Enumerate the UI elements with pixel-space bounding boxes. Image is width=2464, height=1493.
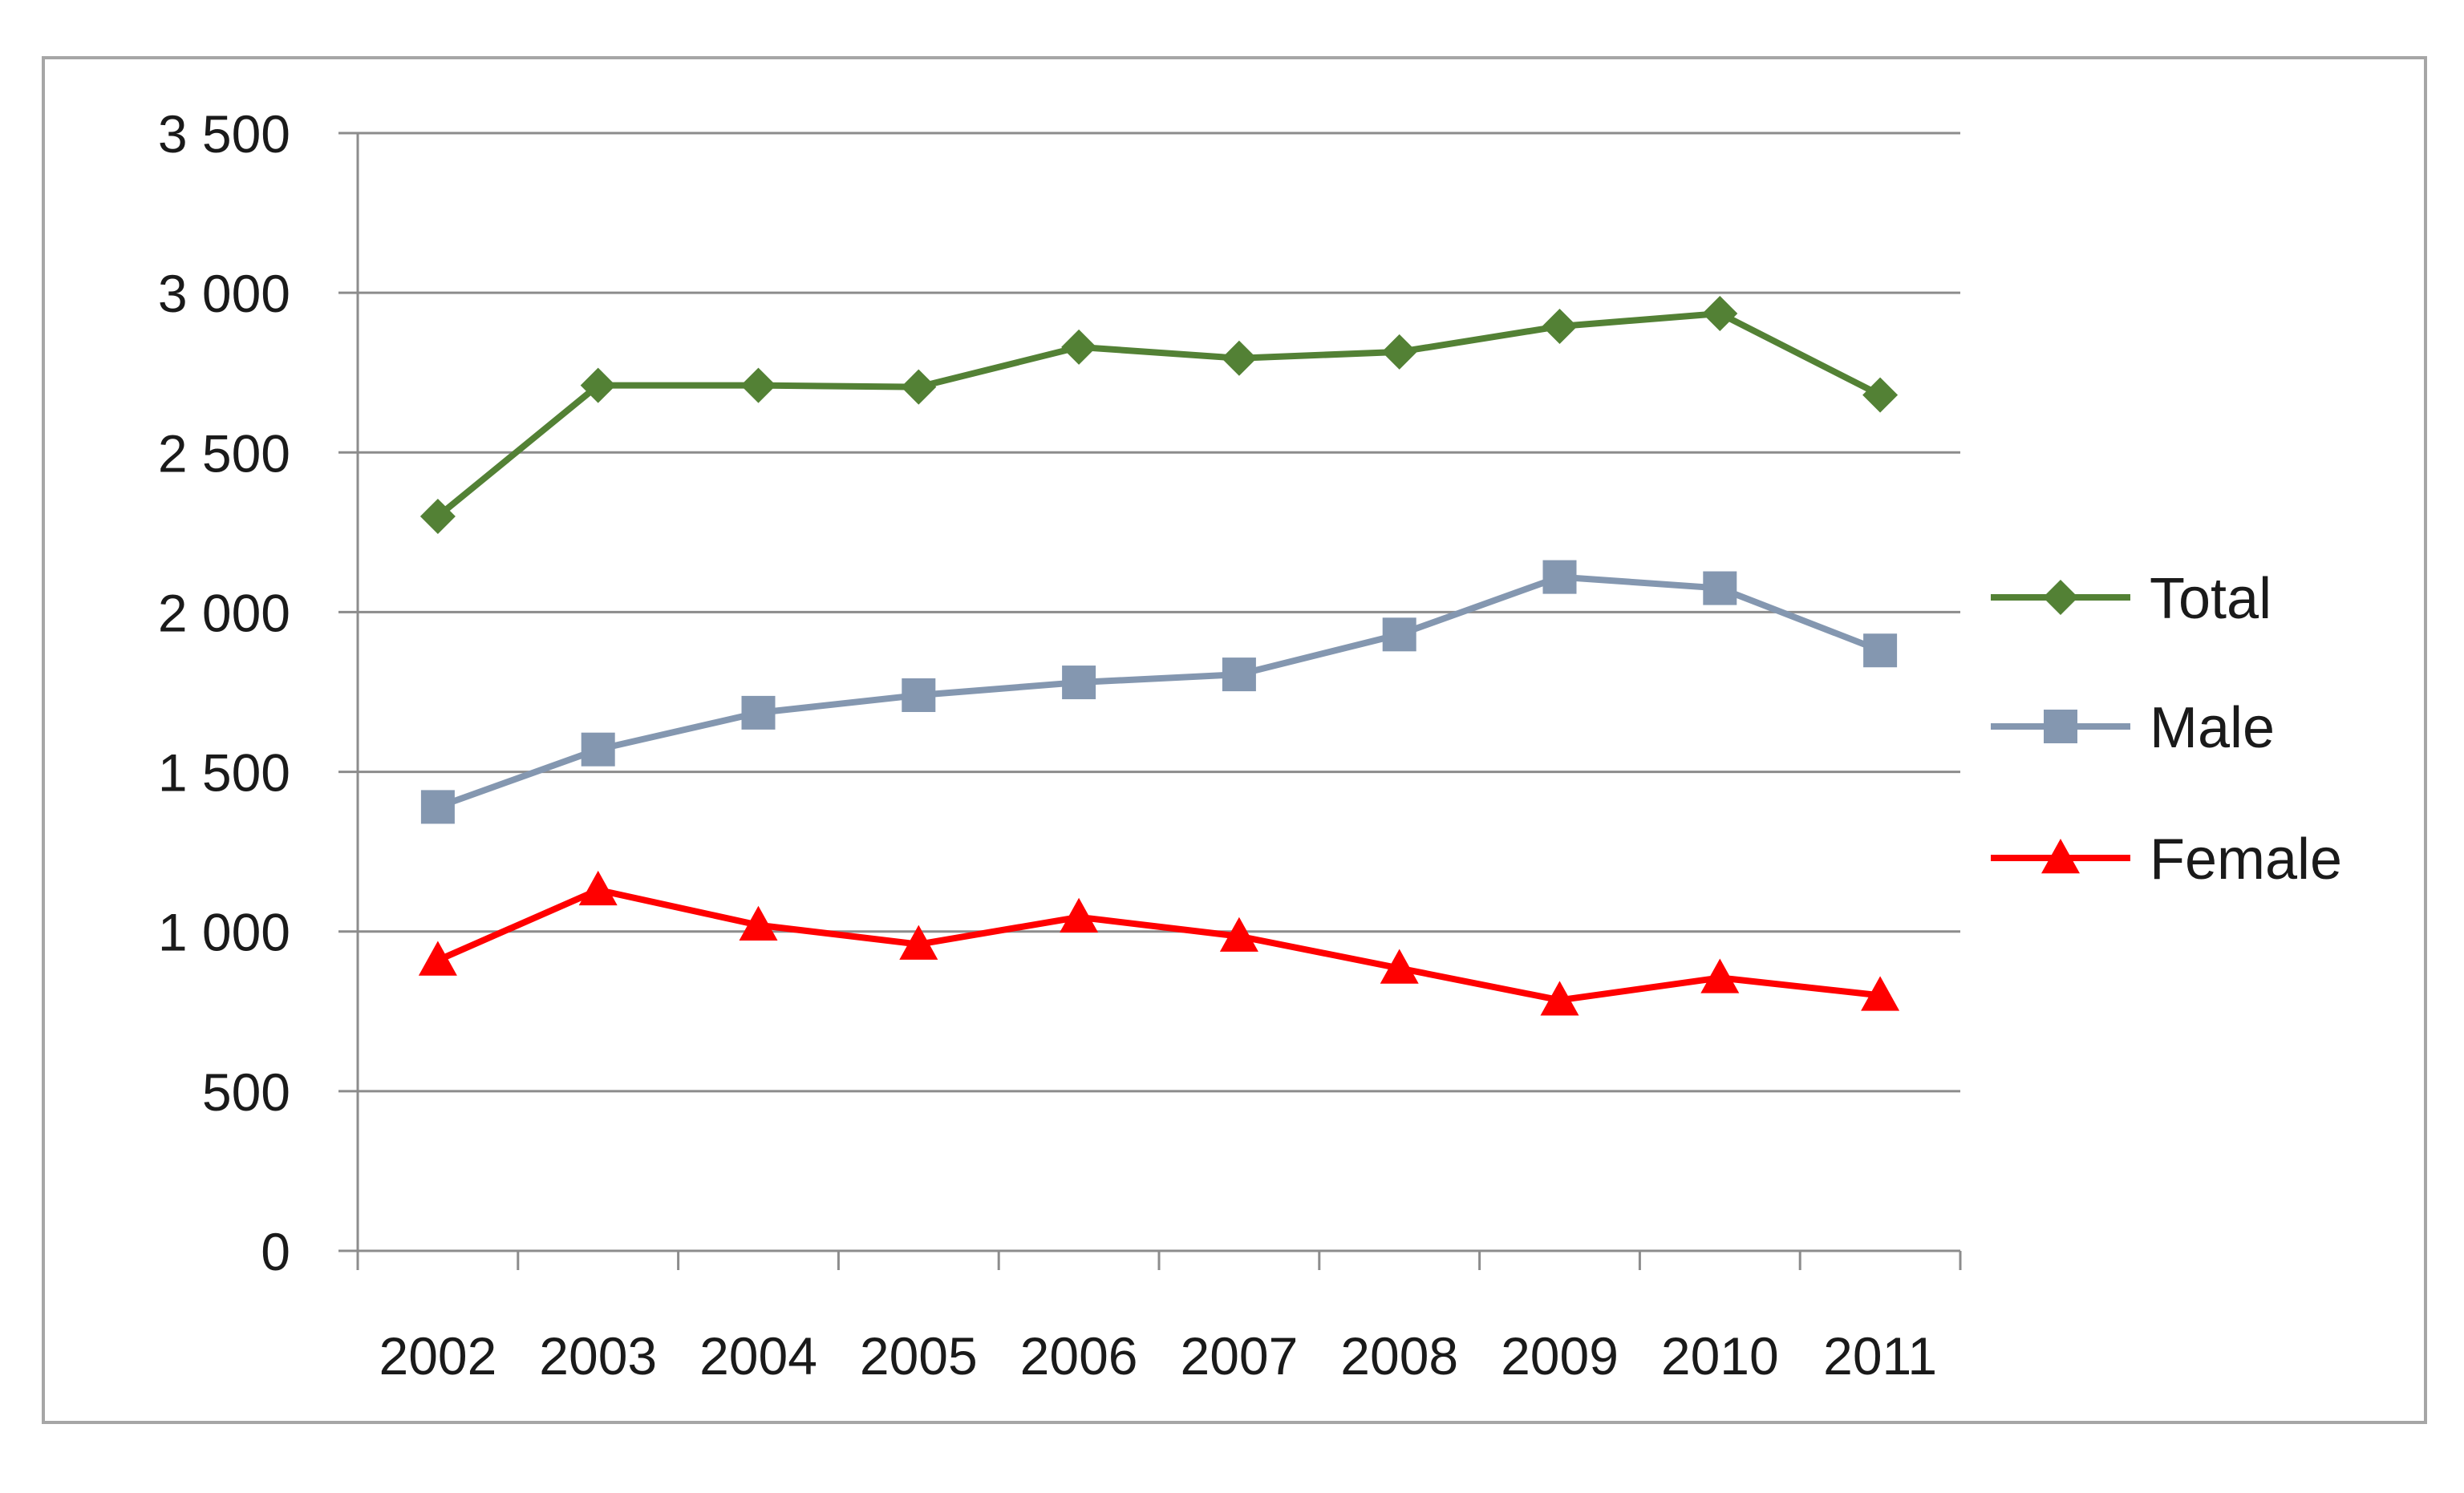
x-tick-label: 2009: [1501, 1326, 1619, 1386]
total-point: [1221, 340, 1257, 376]
x-tick-label: 2005: [860, 1326, 978, 1386]
x-axis-tick-labels: 2002 2003 2004 2005 2006 2007 2008 2009 2010 2011: [379, 1326, 1937, 1386]
female-point: [739, 905, 778, 941]
legend-item-total: Total: [1991, 567, 2272, 631]
x-tick-label: 2007: [1180, 1326, 1298, 1386]
x-tick-label: 2004: [699, 1326, 817, 1386]
x-tick-label: 2006: [1020, 1326, 1138, 1386]
series-male: [420, 560, 1898, 824]
total-point: [740, 367, 776, 403]
series-line-female: [436, 886, 1881, 1004]
female-point: [1380, 949, 1419, 984]
female-point: [1861, 976, 1900, 1011]
y-axis-tick-labels: 0 500 1 000 1 500 2 000 2 500 3 000 3 500: [158, 104, 290, 1281]
male-point: [1062, 666, 1096, 700]
legend-item-female: Female: [1991, 827, 2342, 892]
series-layer: [418, 296, 1900, 1016]
y-tick-label: 500: [202, 1062, 290, 1122]
total-point: [580, 367, 616, 403]
legend-marker-total: [2043, 580, 2078, 615]
total-point: [1862, 377, 1899, 413]
male-point: [581, 732, 615, 767]
total-point: [1702, 296, 1738, 332]
y-tick-label: 3 000: [158, 264, 290, 323]
y-tick-label: 2 500: [158, 423, 290, 483]
female-point: [1540, 981, 1579, 1016]
legend-label-male: Male: [2150, 696, 2275, 760]
male-point: [1382, 617, 1416, 652]
legend-label-female: Female: [2150, 827, 2342, 892]
total-point: [1542, 308, 1578, 344]
total-point: [1381, 334, 1417, 370]
series-line-male: [436, 573, 1882, 811]
gridlines: [338, 131, 1960, 1093]
female-point: [899, 925, 938, 960]
legend: Total Male Female: [1991, 567, 2342, 892]
total-point: [901, 369, 937, 405]
x-tick-label: 2011: [1823, 1326, 1937, 1386]
y-tick-label: 1 000: [158, 903, 290, 962]
legend-marker-female: [2041, 839, 2080, 874]
male-point: [1863, 633, 1898, 668]
y-tick-label: 3 500: [158, 104, 290, 164]
x-tick-label: 2010: [1661, 1326, 1779, 1386]
male-point: [902, 678, 936, 712]
y-tick-label: 2 000: [158, 583, 290, 642]
female-point: [578, 870, 618, 906]
total-point: [1061, 329, 1097, 365]
y-tick-label: 0: [261, 1222, 290, 1281]
x-tick-label: 2008: [1340, 1326, 1458, 1386]
series-total: [419, 296, 1899, 534]
legend-marker-male: [2044, 710, 2077, 743]
series-line-total: [436, 310, 1882, 520]
legend-label-total: Total: [2150, 567, 2272, 631]
male-point: [1222, 657, 1256, 692]
chart-frame: [42, 56, 2427, 1424]
y-tick-label: 1 500: [158, 743, 290, 803]
axes: [338, 133, 1962, 1270]
male-point: [420, 790, 455, 824]
female-point: [1060, 897, 1099, 933]
x-tick-label: 2003: [539, 1326, 657, 1386]
total-point: [419, 498, 456, 534]
male-point: [1542, 560, 1577, 594]
male-point: [1703, 571, 1737, 605]
legend-item-male: Male: [1991, 696, 2275, 760]
female-point: [418, 941, 457, 976]
x-tick-label: 2002: [379, 1326, 496, 1386]
male-point: [741, 695, 776, 730]
female-point: [1700, 958, 1740, 993]
female-point: [1219, 916, 1258, 952]
series-female: [418, 870, 1900, 1016]
